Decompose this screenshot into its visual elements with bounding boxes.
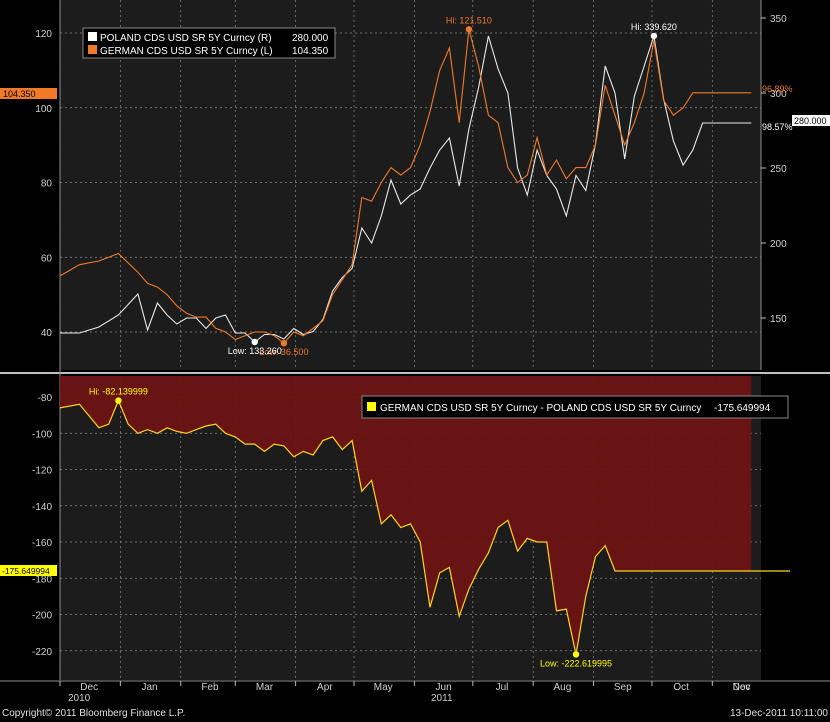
bottom-tick-label: -120 <box>32 466 52 477</box>
month-label: Jul <box>496 682 509 693</box>
legend-label-spread: GERMAN CDS USD SR 5Y Curncy - POLAND CDS… <box>380 403 701 414</box>
hi-low-marker <box>465 26 473 33</box>
bottom-tick-label: -160 <box>32 538 52 549</box>
timestamp-text: 13-Dec-2011 10:11:00 <box>729 708 828 719</box>
german-last-value-box <box>0 88 57 99</box>
right-tick-label: 350 <box>770 14 787 25</box>
spread-fill <box>60 376 752 655</box>
poland-pct-label: 98.57% <box>762 122 793 132</box>
spread-last-value-box <box>0 565 57 576</box>
month-label: Dec <box>733 682 751 693</box>
poland-cds-line <box>60 35 752 343</box>
legend-label-poland: POLAND CDS USD SR 5Y Curncy (R) <box>100 33 272 44</box>
spread-line <box>59 399 752 655</box>
left-tick-label: 100 <box>35 104 52 115</box>
year-label-2011: 2011 <box>431 693 453 704</box>
axis-labels: 40 60 80 100 120 150 200 250 300 350 -80 -100 -120 -1… <box>32 14 787 658</box>
hi-low-marker <box>251 338 258 346</box>
hi-low-marker <box>280 340 288 347</box>
german-cds-line <box>59 29 752 344</box>
left-tick-label: 60 <box>41 253 53 264</box>
spread-hi-low-label: Hi: -82.139999 <box>89 387 148 397</box>
right-tick-label: 250 <box>770 164 787 175</box>
left-tick-label: 80 <box>41 179 53 190</box>
german-last-value: 104.350 <box>3 89 36 99</box>
hi-low-marker <box>650 32 658 40</box>
month-label: Oct <box>673 682 689 693</box>
month-label: Dec <box>80 682 98 693</box>
hi-low-label: Hi: 121.510 <box>446 15 492 25</box>
spread-hi-low-marker <box>572 651 580 658</box>
month-label: Jun <box>436 682 452 693</box>
legend-label-germany: GERMAN CDS USD SR 5Y Curncy (L) <box>100 46 273 57</box>
legend-swatch-poland <box>88 32 97 41</box>
bottom-legend: GERMAN CDS USD SR 5Y Curncy - POLAND CDS… <box>361 395 789 419</box>
bottom-tick-label: -180 <box>32 574 52 585</box>
hi-low-label: Low: 36.500 <box>259 347 308 357</box>
month-label: Mar <box>256 682 274 693</box>
spread-area <box>59 376 790 655</box>
bottom-legend-box <box>361 395 789 419</box>
month-label: May <box>374 682 393 693</box>
poland-last-value: 280.000 <box>794 116 827 126</box>
top-grid <box>59 0 761 370</box>
hi-low-label: Hi: 339.620 <box>631 22 677 32</box>
spread-hi-low-label: Low: -222.619995 <box>540 658 612 668</box>
bottom-tick-label: -140 <box>32 502 52 513</box>
year-label-2010: 2010 <box>68 693 91 704</box>
german-pct-label: 96.89% <box>762 84 793 94</box>
legend-swatch-germany <box>88 45 97 54</box>
poland-last-value-box <box>792 115 830 126</box>
month-label: Nov <box>733 682 751 693</box>
cds-lines <box>59 29 752 344</box>
hi-low-markers: Hi: 121.510 Low: 36.500 Hi: 339.620 Low: 13… <box>89 15 677 668</box>
spread-hi-low-marker <box>115 397 122 404</box>
legend-value-germany: 104.350 <box>292 46 329 57</box>
hi-low-label: Low: 133.260 <box>228 346 282 356</box>
copyright-text: Copyright© 2011 Bloomberg Finance L.P. <box>2 708 186 719</box>
month-label: Aug <box>553 682 571 693</box>
edge-labels: 104.350 280.000 96.89% 98.57% -175.64999… <box>0 84 830 576</box>
top-panel-background <box>60 0 761 370</box>
bottom-tick-label: -220 <box>32 647 52 658</box>
right-tick-label: 200 <box>770 239 787 250</box>
month-label: Sep <box>614 682 632 693</box>
legend-value-spread: -175.649994 <box>714 403 771 414</box>
bottom-tick-label: -80 <box>38 393 53 404</box>
legend-swatch-spread <box>367 402 376 411</box>
left-tick-label: 40 <box>41 328 53 339</box>
bottom-tick-label: -200 <box>32 611 52 622</box>
month-label: Feb <box>201 682 219 693</box>
legend-value-poland: 280.000 <box>292 33 329 44</box>
month-label: Apr <box>317 682 333 693</box>
spread-last-value: -175.649994 <box>2 566 50 576</box>
left-tick-label: 120 <box>35 29 52 40</box>
right-tick-label: 150 <box>770 314 787 325</box>
right-tick-label: 300 <box>770 89 787 100</box>
month-label: Jan <box>142 682 158 693</box>
top-legend-box <box>82 27 336 59</box>
top-legend: POLAND CDS USD SR 5Y Curncy (R) 280.000 … <box>82 27 336 59</box>
bottom-tick-label: -100 <box>32 429 52 440</box>
